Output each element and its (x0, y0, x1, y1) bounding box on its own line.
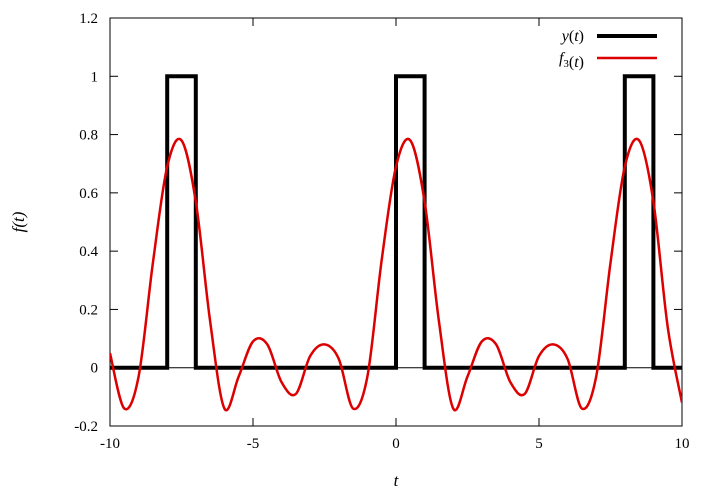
y-tick-label: 1.2 (79, 11, 98, 27)
series-layer (110, 74, 682, 412)
y-tick-label: 1 (91, 69, 99, 85)
x-tick-label: 5 (535, 436, 543, 452)
legend: y(t) f3(t) (559, 28, 657, 71)
x-tick-label: -5 (247, 436, 260, 452)
x-axis-label: t (394, 471, 400, 490)
y-tick-label: -0.2 (74, 419, 98, 435)
y-tick-label: 0.2 (79, 302, 98, 318)
series-line-f3 (110, 137, 682, 412)
x-tick-label: 0 (392, 436, 400, 452)
x-tick-label: 10 (675, 436, 690, 452)
x-tick-label: -10 (100, 436, 120, 452)
series-line-y (110, 74, 682, 370)
y-tick-label: 0.8 (79, 128, 98, 144)
y-tick-label: 0.6 (79, 186, 98, 202)
y-axis-label: f(t) (9, 211, 28, 232)
y-tick-label: 0.4 (79, 244, 98, 260)
y-tick-label: 0 (91, 361, 99, 377)
legend-label: y(t) (560, 28, 584, 45)
legend-label: f3(t) (559, 50, 584, 71)
